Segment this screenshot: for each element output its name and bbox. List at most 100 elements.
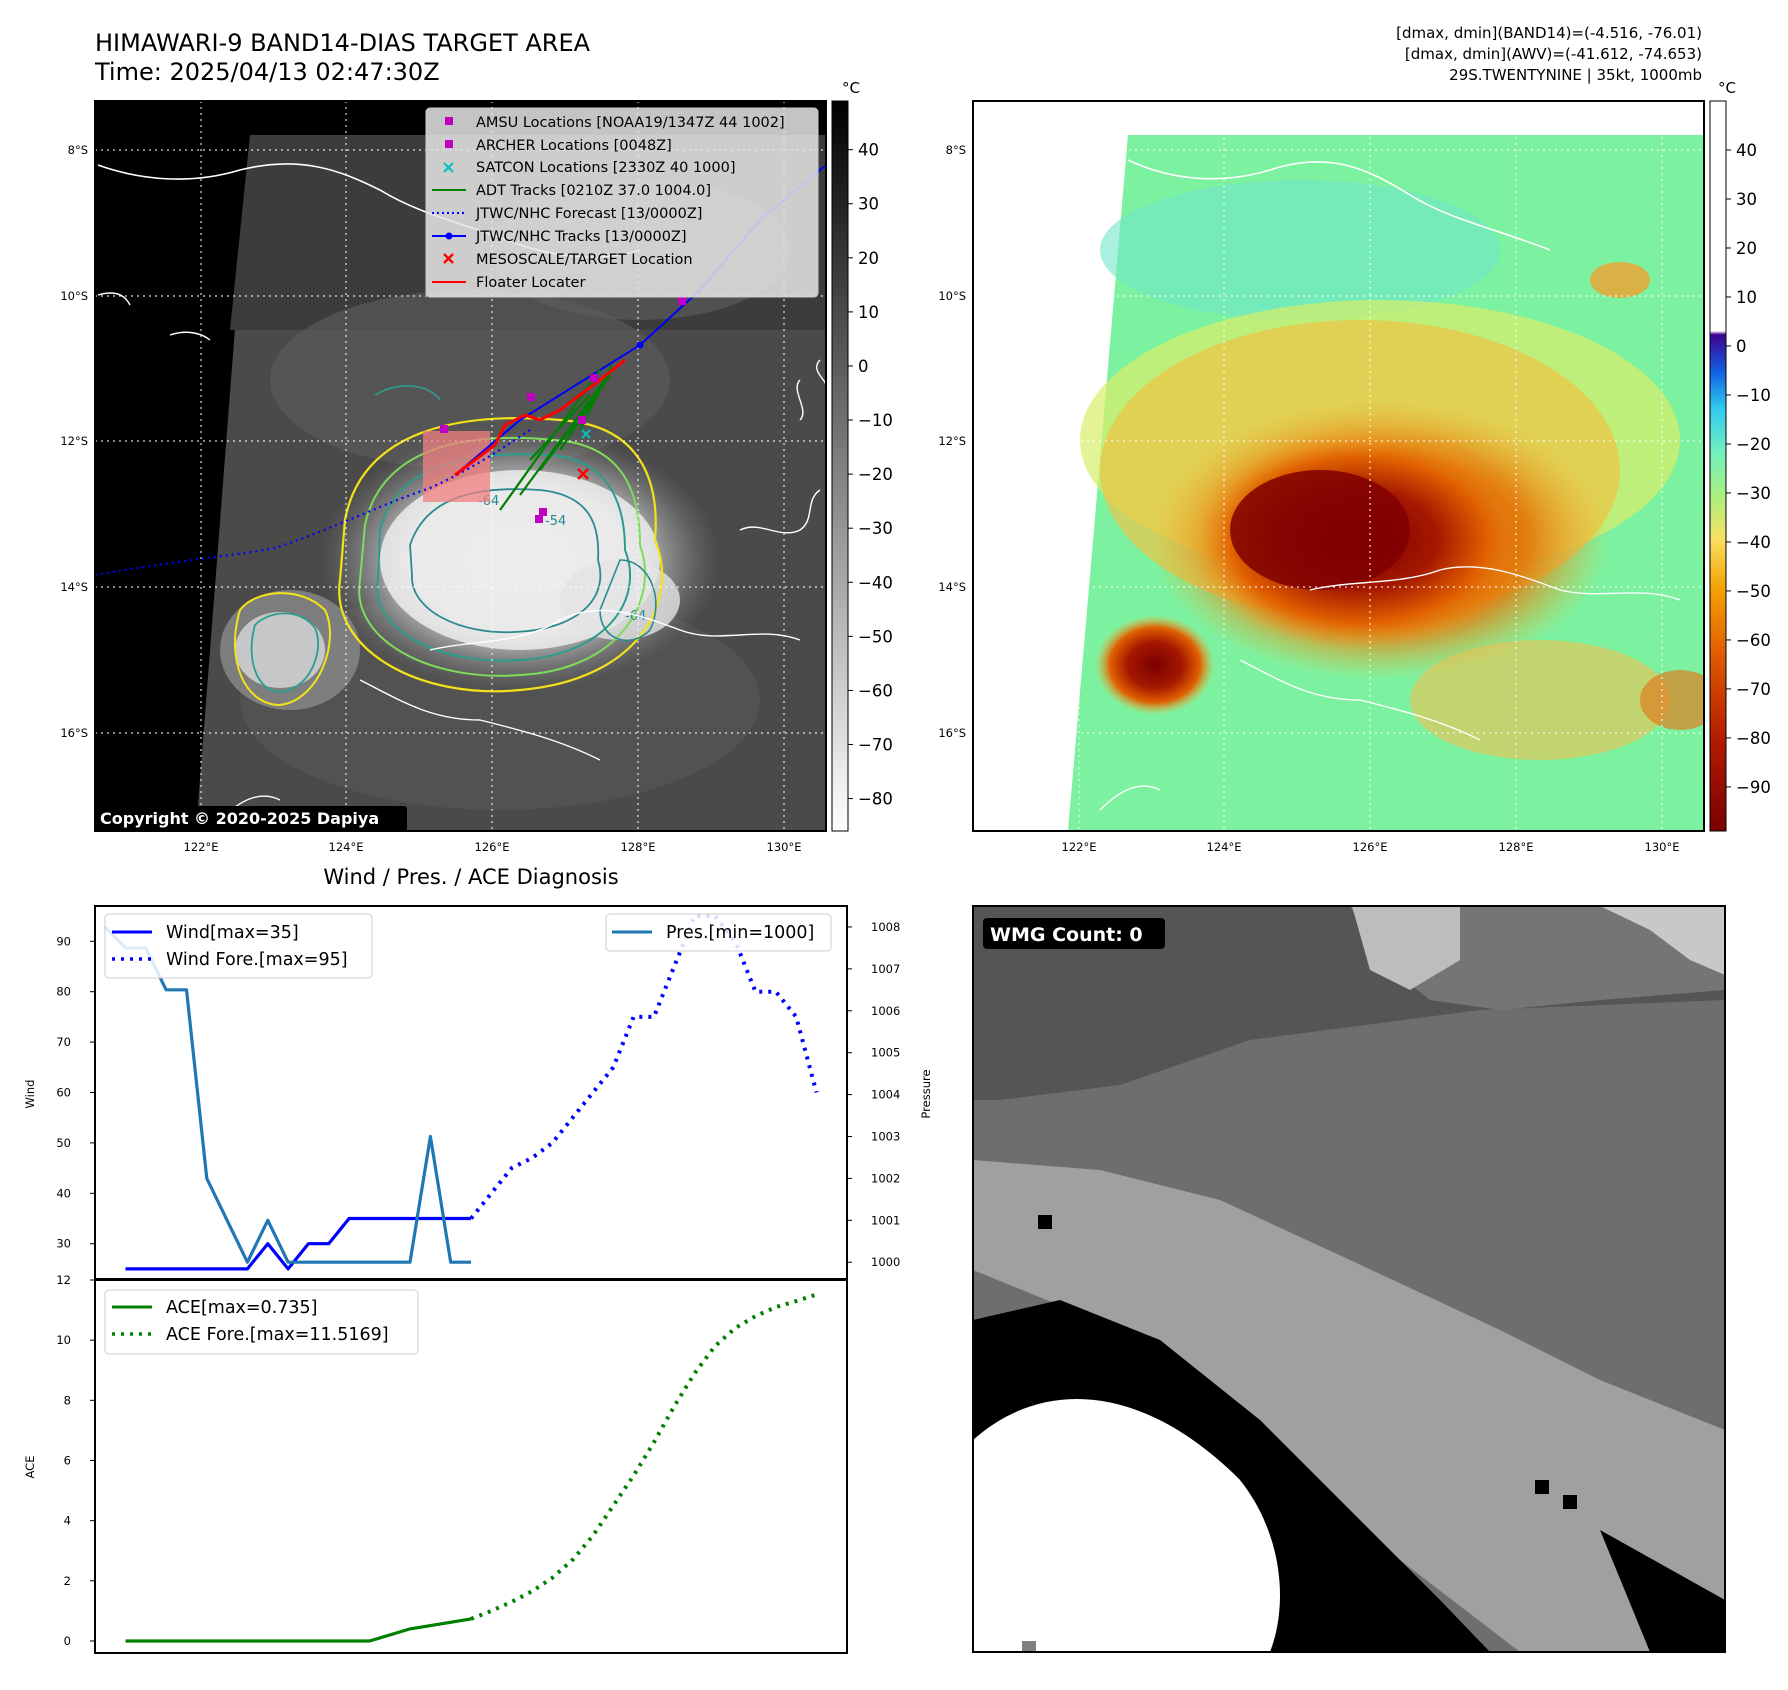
awv-lon-label-126: 126°E <box>1353 840 1388 854</box>
ace-forecast-line <box>470 1292 818 1621</box>
pressure-line <box>104 925 471 1264</box>
ace-ytick-label-5: 10 <box>56 1333 71 1347</box>
pressure-ytick-label-2: 1002 <box>871 1171 900 1185</box>
wind-ytick-label-4: 70 <box>56 1035 71 1049</box>
pressure-ytick-label-5: 1005 <box>871 1046 900 1060</box>
legend-jtwc-tracks: JTWC/NHC Tracks [13/0000Z] <box>475 229 687 245</box>
jtwc-forecast-line <box>95 429 531 577</box>
ace-ytick-label-2: 4 <box>64 1514 71 1528</box>
pressure-ytick-label-4: 1004 <box>871 1088 900 1102</box>
gray-colorbar-tick-label-0: 40 <box>858 141 879 160</box>
pressure-ytick-label-7: 1007 <box>871 962 900 976</box>
lat-label-16: 16°S <box>60 726 88 740</box>
wmg-count-label: WMG Count: 0 <box>990 924 1143 946</box>
pressure-ytick-label-0: 1000 <box>871 1255 900 1269</box>
lat-label-10: 10°S <box>60 289 88 303</box>
info-awv: [dmax, dmin](AWV)=(-41.612, -74.653) <box>1405 45 1702 63</box>
ace-ytick-label-3: 6 <box>64 1453 71 1467</box>
ace-ytick-label-4: 8 <box>64 1393 71 1407</box>
floater-box <box>423 431 490 502</box>
awv-lon-label-128: 128°E <box>1499 840 1534 854</box>
awv-coastline-timor <box>1127 159 1551 251</box>
pressure-ytick-label-8: 1008 <box>871 920 900 934</box>
floater-locater-line <box>454 358 626 477</box>
pressure-ylabel: Pressure <box>919 1069 933 1118</box>
legend-mesoscale: MESOSCALE/TARGET Location <box>476 252 693 268</box>
wind-ytick-label-1: 40 <box>56 1186 71 1200</box>
wind-chart: 30 40 50 60 70 80 90 1000 1001 1002 1003 1004 1005 1… <box>23 905 933 1280</box>
color-colorbar-tick-label-11: −70 <box>1736 680 1771 699</box>
color-colorbar-tick-label-7: −30 <box>1736 484 1771 503</box>
wind-ytick-label-5: 80 <box>56 985 71 999</box>
lat-label-14: 14°S <box>60 580 88 594</box>
gray-colorbar-tick-label-11: −70 <box>858 735 893 754</box>
lat-label-8: 8°S <box>68 143 88 157</box>
legend-jtwc-forecast: JTWC/NHC Forecast [13/0000Z] <box>475 206 702 222</box>
color-colorbar-tick-label-4: 0 <box>1736 337 1747 356</box>
figure-title: HIMAWARI-9 BAND14-DIAS TARGET AREA <box>95 29 591 57</box>
gray-colorbar-tick-label-12: −80 <box>858 790 893 809</box>
wind-legend: Wind[max=35] Wind Fore.[max=95] Pres.[mi… <box>104 913 832 979</box>
color-colorbar: °C 40 30 20 10 0 −10 −20 −30 −40 −50 −60 −70 −80 −90 <box>1709 79 1771 832</box>
pressure-ytick-label-6: 1006 <box>871 1004 900 1018</box>
legend-floater: Floater Locater <box>476 275 585 291</box>
legend-satcon: SATCON Locations [2330Z 40 1000] <box>476 160 735 176</box>
color-colorbar-unit: °C <box>1718 79 1736 97</box>
ace-ylabel: ACE <box>23 1456 37 1479</box>
ace-legend: ACE[max=0.735] ACE Fore.[max=11.5169] <box>104 1289 419 1355</box>
awv-coastline-australia <box>1099 566 1681 811</box>
color-colorbar-tick-label-6: −20 <box>1736 435 1771 454</box>
gray-colorbar-tick-label-10: −60 <box>858 681 893 700</box>
map-axis-labels: 8°S 10°S 12°S 14°S 16°S 122°E 124°E 126°… <box>60 143 801 854</box>
gray-colorbar-tick-label-6: −20 <box>858 465 893 484</box>
lon-label-124: 124°E <box>329 840 364 854</box>
gray-colorbar-tick-label-3: 10 <box>858 303 879 322</box>
lon-label-122: 122°E <box>184 840 219 854</box>
wind-ytick-label-2: 50 <box>56 1136 71 1150</box>
legend-pressure: Pres.[min=1000] <box>666 923 814 943</box>
wind-ylabel: Wind <box>23 1080 37 1109</box>
lon-label-128: 128°E <box>621 840 656 854</box>
legend-ace-forecast: ACE Fore.[max=11.5169] <box>166 1325 389 1345</box>
gray-colorbar-tick-label-2: 20 <box>858 249 879 268</box>
lon-label-130: 130°E <box>767 840 802 854</box>
amsu-markers <box>440 297 686 523</box>
color-colorbar-tick-label-9: −50 <box>1736 582 1771 601</box>
awv-lat-label-16: 16°S <box>938 726 966 740</box>
diagnosis-title: Wind / Pres. / ACE Diagnosis <box>323 865 618 889</box>
color-colorbar-tick-label-0: 40 <box>1736 141 1757 160</box>
gray-colorbar-unit: °C <box>842 79 860 97</box>
pressure-ytick-label-1: 1001 <box>871 1213 900 1227</box>
info-band14: [dmax, dmin](BAND14)=(-4.516, -76.01) <box>1396 24 1702 42</box>
map-legend: AMSU Locations [NOAA19/1347Z 44 1002] AR… <box>425 107 819 298</box>
target-marker <box>577 468 589 480</box>
legend-adt: ADT Tracks [0210Z 37.0 1004.0] <box>476 183 711 199</box>
color-colorbar-tick-label-10: −60 <box>1736 631 1771 650</box>
figure-time: Time: 2025/04/13 02:47:30Z <box>94 58 440 86</box>
wind-ytick-label-3: 60 <box>56 1086 71 1100</box>
awv-lat-label-12: 12°S <box>938 434 966 448</box>
wind-forecast-line <box>469 914 819 1220</box>
legend-wind-forecast: Wind Fore.[max=95] <box>166 950 348 970</box>
legend-wind: Wind[max=35] <box>166 923 299 943</box>
wind-line <box>125 1216 471 1271</box>
lat-label-12: 12°S <box>60 434 88 448</box>
ace-ytick-label-6: 12 <box>56 1273 71 1287</box>
gray-colorbar-tick-label-9: −50 <box>858 627 893 646</box>
gray-colorbar-tick-label-4: 0 <box>858 357 869 376</box>
color-colorbar-tick-label-5: −10 <box>1736 386 1771 405</box>
legend-amsu: AMSU Locations [NOAA19/1347Z 44 1002] <box>476 115 785 131</box>
awv-map-panel: 8°S 10°S 12°S 14°S 16°S 122°E 124°E 126°… <box>938 100 1705 854</box>
color-colorbar-tick-label-13: −90 <box>1736 778 1771 797</box>
legend-ace: ACE[max=0.735] <box>166 1298 317 1318</box>
ace-chart: 0 2 4 6 8 10 12 ACE ACE[max=0.735] ACE Fore.[m… <box>23 1273 848 1654</box>
color-colorbar-tick-label-8: −40 <box>1736 533 1771 552</box>
color-colorbar-tick-label-2: 20 <box>1736 239 1757 258</box>
gray-colorbar-tick-label-8: −40 <box>858 573 893 592</box>
awv-lat-label-14: 14°S <box>938 580 966 594</box>
copyright-text: Copyright © 2020-2025 Dapiya <box>100 809 379 828</box>
awv-axis-labels: 8°S 10°S 12°S 14°S 16°S 122°E 124°E 126°… <box>938 143 1679 854</box>
satcon-marker <box>581 429 591 439</box>
gray-colorbar-tick-label-5: −10 <box>858 411 893 430</box>
